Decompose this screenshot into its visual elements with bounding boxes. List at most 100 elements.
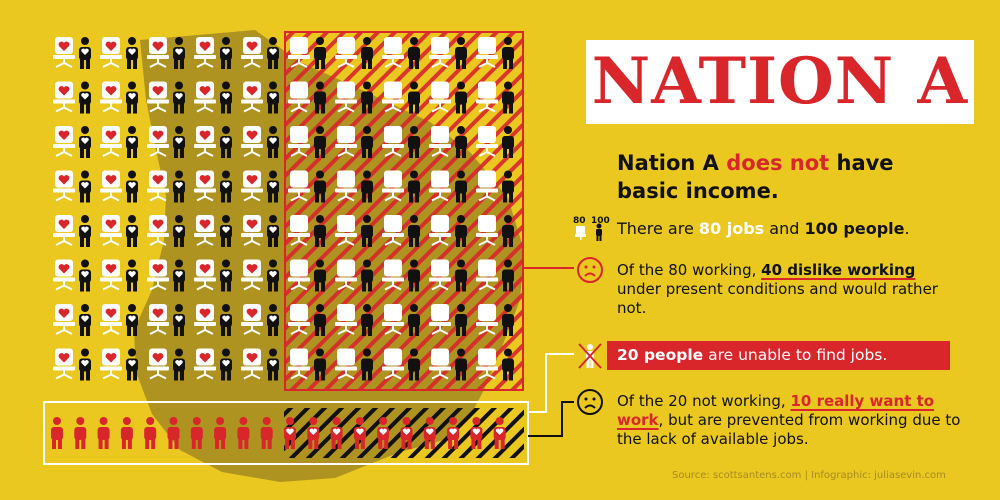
office-chair-icon: [194, 170, 216, 202]
heart-icon: [175, 182, 183, 189]
office-chair-icon: [53, 259, 75, 291]
heart-icon: [222, 315, 230, 322]
person-icon: [173, 348, 185, 381]
heart-icon: [472, 428, 481, 435]
person-icon: [126, 170, 138, 203]
heart-icon: [222, 182, 230, 189]
office-chair-icon: [288, 170, 310, 202]
person-icon: [353, 417, 366, 449]
person-icon: [423, 417, 436, 449]
person-icon: [455, 215, 467, 247]
heart-icon: [175, 93, 183, 100]
frown-face-icon: [577, 257, 603, 283]
heart-icon: [199, 219, 211, 229]
person-icon: [126, 215, 138, 247]
person-icon: [126, 348, 138, 381]
office-chair-icon: [476, 126, 498, 157]
headline: Nation A does not have basic income.: [617, 149, 977, 205]
office-chair-icon: [476, 215, 498, 246]
heart-icon: [175, 226, 183, 233]
heart-icon: [286, 428, 294, 435]
unemployed-post: are unable to find jobs.: [703, 346, 888, 364]
person-icon: [447, 417, 460, 449]
heart-icon: [246, 308, 258, 318]
person-icon: [596, 223, 602, 241]
office-chair-icon: [382, 259, 404, 291]
person-icon: [455, 37, 467, 69]
person-icon: [267, 215, 279, 247]
office-chair-icon: [335, 37, 357, 68]
heart-icon: [81, 315, 89, 322]
person-icon: [167, 417, 180, 449]
office-chair-icon: [241, 37, 263, 68]
office-chair-icon: [429, 259, 451, 291]
heart-icon: [105, 264, 117, 274]
heart-icon: [128, 271, 136, 278]
office-chair-icon: [241, 304, 263, 335]
office-chair-icon: [575, 226, 586, 240]
office-chair-icon: [335, 348, 357, 380]
heart-icon: [246, 219, 258, 229]
headline-line2: basic income.: [617, 179, 779, 203]
person-icon: [51, 417, 63, 449]
person-icon: [267, 304, 279, 336]
office-chair-icon: [335, 81, 357, 113]
dislike-pre: Of the 80 working,: [617, 261, 762, 279]
office-chair-icon: [147, 259, 169, 291]
heart-icon: [199, 41, 211, 51]
person-icon: [455, 126, 467, 158]
heart-icon: [496, 428, 504, 435]
person-icon: [502, 215, 514, 247]
heart-icon: [128, 360, 136, 367]
heart-icon: [128, 182, 136, 189]
heart-icon: [81, 182, 89, 189]
office-chair-icon: [476, 304, 498, 335]
person-icon: [220, 215, 232, 247]
office-chair-icon: [429, 304, 451, 335]
connector-want-work: [528, 401, 574, 437]
person-icon: [408, 259, 420, 292]
want-work-post: , but are prevented from working due to …: [617, 411, 961, 448]
headline-emphasis: does not: [726, 151, 830, 175]
office-chair-icon: [288, 304, 310, 335]
heart-icon: [152, 353, 164, 363]
unemployed-frame: [43, 401, 529, 465]
want-work-pre: Of the 20 not working,: [617, 392, 791, 410]
heart-icon: [81, 271, 89, 278]
person-icon: [493, 417, 506, 449]
heart-icon: [175, 48, 183, 55]
office-chair-icon: [241, 215, 263, 246]
person-icon: [361, 259, 373, 292]
office-chair-icon: [382, 37, 404, 68]
heart-icon: [58, 175, 70, 185]
person-icon: [267, 37, 279, 69]
office-chair-icon: [100, 259, 122, 291]
office-chair-icon: [382, 126, 404, 157]
office-chair-icon: [100, 126, 122, 157]
heart-icon: [152, 86, 164, 96]
heart-icon: [81, 48, 89, 55]
heart-icon: [222, 360, 230, 367]
person-icon: [220, 81, 232, 114]
person-icon: [220, 170, 232, 203]
heart-icon: [309, 428, 317, 435]
office-chair-icon: [100, 215, 122, 246]
heart-icon: [379, 428, 387, 435]
person-icon: [214, 417, 227, 449]
person-icon: [408, 126, 420, 158]
people-count-icon-label: 100: [591, 216, 610, 226]
office-chair-icon: [194, 37, 216, 68]
office-chair-icon: [147, 215, 169, 246]
heart-icon: [175, 315, 183, 322]
person-icon: [79, 81, 91, 114]
heart-icon: [58, 264, 70, 274]
office-chair-icon: [429, 348, 451, 380]
office-chair-icon: [382, 170, 404, 202]
heart-icon: [269, 315, 277, 322]
office-chair-icon: [194, 304, 216, 335]
person-icon: [455, 81, 467, 114]
heart-icon: [246, 175, 258, 185]
person-icon: [267, 126, 279, 158]
office-chair-icon: [288, 37, 310, 68]
